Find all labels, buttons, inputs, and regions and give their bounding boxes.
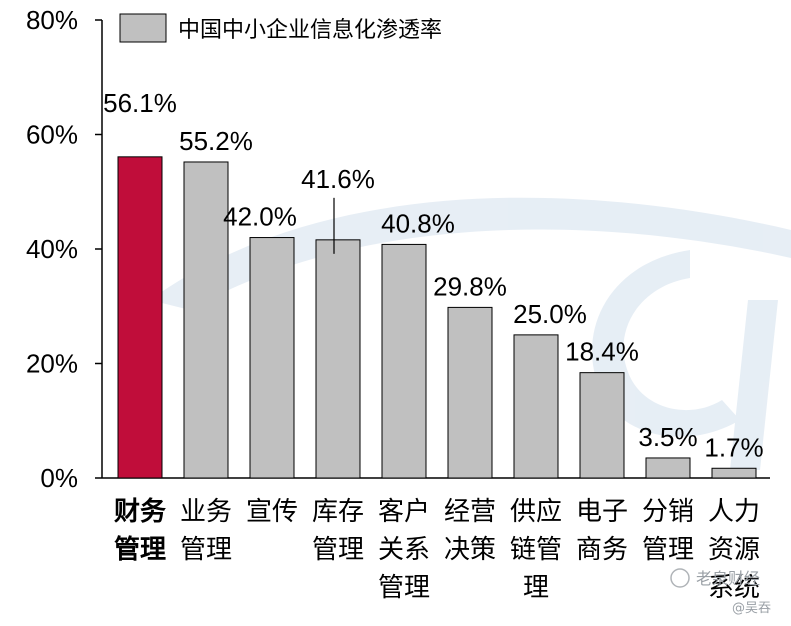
value-label-6: 25.0% [513,299,587,329]
y-tick-label: 60% [26,120,78,150]
y-tick-label: 80% [26,5,78,35]
category-label-0: 财务 [114,497,166,527]
category-label-6: 供应 [510,497,562,527]
logo-letter-i-shape [730,300,778,470]
value-label-4: 40.8% [381,208,455,238]
category-label-2: 宣传 [246,497,298,527]
category-label-4: 客户 [378,497,430,527]
category-label-4: 关系 [378,535,430,565]
category-label-6: 理 [523,573,549,603]
category-label-9: 资源 [708,535,760,565]
value-label-3: 41.6% [301,164,375,194]
category-label-7: 电子 [576,497,628,527]
bars [117,156,757,479]
category-label-5: 决策 [444,535,496,565]
corner-watermark: 老泉财经 @吴吞 [670,568,771,616]
watermark-sub: @吴吞 [732,601,771,616]
legend: 中国中小企业信息化渗透率 [119,13,442,43]
value-label-8: 3.5% [638,422,697,452]
background-logo-watermark [150,197,791,470]
bar-8 [645,457,691,479]
watermark-title: 老泉财经 [696,569,760,588]
value-labels: 56.1%55.2% 42.0%41.6%40.8% 29.8%25.0% 18.4%… [103,88,764,462]
swoosh-shape [150,197,791,310]
category-label-1: 管理 [180,535,232,565]
legend-swatch [119,13,167,43]
bar-0 [117,156,163,479]
legend-label: 中国中小企业信息化渗透率 [178,18,442,43]
category-label-3: 库存 [312,497,364,527]
category-label-8: 分销 [642,497,694,527]
category-label-9: 人力 [708,497,760,527]
category-label-1: 业务 [180,497,232,527]
value-label-0: 56.1% [103,88,177,118]
y-axis-ticks: 0% 20% 40% 60% 80% [26,5,102,493]
value-label-9: 1.7% [704,432,763,462]
category-label-6: 链管 [510,535,562,565]
y-tick-label: 40% [26,234,78,264]
bar-7 [579,372,625,479]
value-label-7: 18.4% [565,337,639,367]
category-label-8: 管理 [642,535,694,565]
category-label-4: 管理 [378,573,430,603]
category-label-5: 经营 [444,497,496,527]
value-label-1: 55.2% [179,126,253,156]
bar-5 [447,306,493,479]
value-label-5: 29.8% [433,271,507,301]
bar-2 [249,237,295,479]
value-label-2: 42.0% [223,202,297,232]
category-label-7: 商务 [576,535,628,565]
y-tick-label: 20% [26,349,78,379]
category-label-9: 系统 [708,573,760,603]
y-tick-label: 0% [40,463,78,493]
bar-6 [513,334,559,479]
category-label-0: 管理 [114,535,166,565]
bar-9 [711,467,757,479]
bar-3 [315,239,361,479]
logo-letter-c-shape [592,250,740,437]
bar-1 [183,161,229,479]
bar-4 [381,243,427,479]
watermark-icon [670,568,690,588]
category-label-3: 管理 [312,535,364,565]
